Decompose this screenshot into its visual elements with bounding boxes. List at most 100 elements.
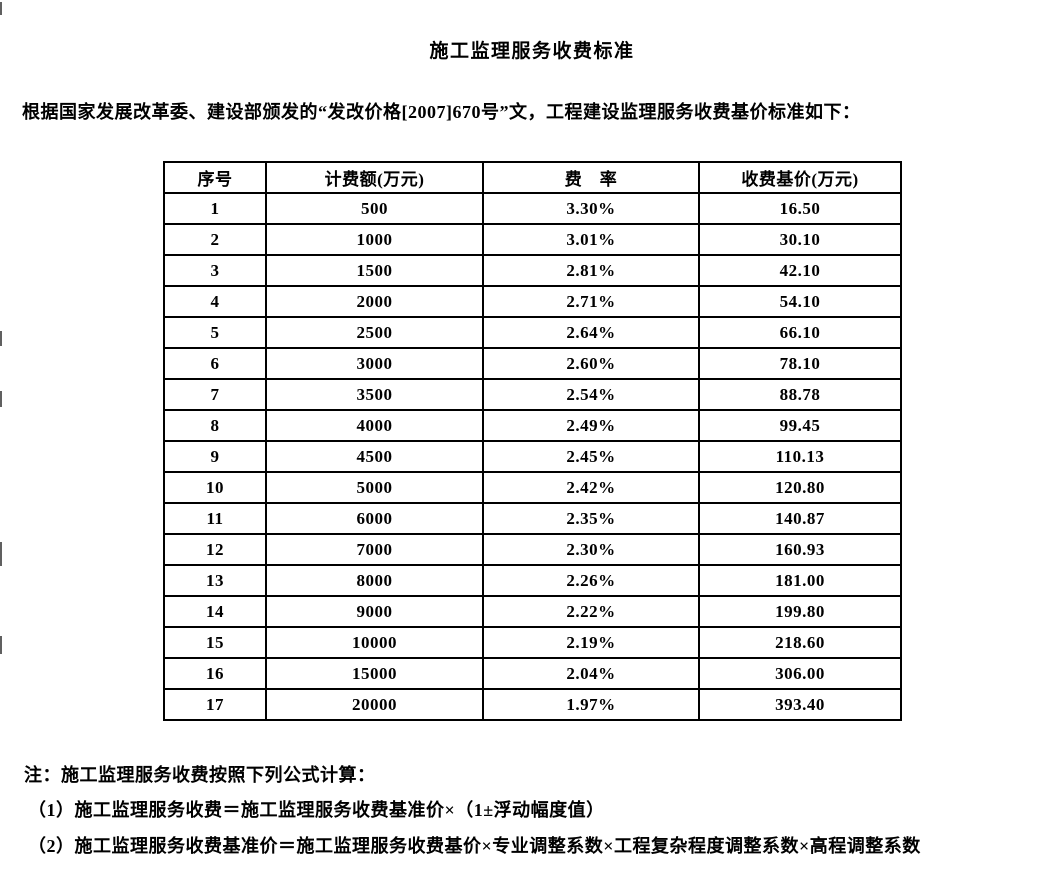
table-row: 7 3500 2.54% 88.78	[163, 378, 902, 411]
table-cell-col0: 15	[163, 626, 267, 659]
table-row: 16 15000 2.04% 306.00	[163, 657, 902, 690]
table-cell-col3: 120.80	[698, 471, 902, 504]
table-row: 5 2500 2.64% 66.10	[163, 316, 902, 349]
table-row: 12 7000 2.30% 160.93	[163, 533, 902, 566]
table-cell-col1: 9000	[265, 595, 484, 628]
table-cell-col1: 20000	[265, 688, 484, 721]
table-row: 11 6000 2.35% 140.87	[163, 502, 902, 535]
table-cell-col2: 2.64%	[482, 316, 700, 349]
table-cell-col0: 3	[163, 254, 267, 287]
table-row: 10 5000 2.42% 120.80	[163, 471, 902, 504]
table-row: 9 4500 2.45% 110.13	[163, 440, 902, 473]
table-cell-col1: 4000	[265, 409, 484, 442]
table-cell-col2: 2.30%	[482, 533, 700, 566]
table-cell-col3: 218.60	[698, 626, 902, 659]
column-header-index: 序号	[163, 161, 267, 194]
table-cell-col3: 199.80	[698, 595, 902, 628]
table-cell-col0: 2	[163, 223, 267, 256]
table-cell-col0: 17	[163, 688, 267, 721]
table-cell-col2: 2.19%	[482, 626, 700, 659]
table-cell-col0: 16	[163, 657, 267, 690]
table-cell-col0: 7	[163, 378, 267, 411]
table-cell-col3: 160.93	[698, 533, 902, 566]
table-cell-col0: 1	[163, 192, 267, 225]
table-cell-col2: 2.45%	[482, 440, 700, 473]
fee-standard-table: 序号 计费额(万元) 费 率 收费基价(万元) 1 500 3.30% 16.50 2 1…	[163, 161, 902, 721]
table-cell-col3: 54.10	[698, 285, 902, 318]
column-header-base-price: 收费基价(万元)	[698, 161, 902, 194]
table-cell-col1: 1500	[265, 254, 484, 287]
table-row: 2 1000 3.01% 30.10	[163, 223, 902, 256]
table-cell-col1: 10000	[265, 626, 484, 659]
table-cell-col2: 2.71%	[482, 285, 700, 318]
note-formula-2: （2）施工监理服务收费基准价＝施工监理服务收费基价×专业调整系数×工程复杂程度调…	[28, 836, 921, 856]
table-cell-col2: 1.97%	[482, 688, 700, 721]
table-cell-col1: 15000	[265, 657, 484, 690]
table-cell-col0: 8	[163, 409, 267, 442]
table-row: 6 3000 2.60% 78.10	[163, 347, 902, 380]
table-cell-col2: 3.01%	[482, 223, 700, 256]
table-cell-col0: 13	[163, 564, 267, 597]
table-row: 3 1500 2.81% 42.10	[163, 254, 902, 287]
table-cell-col2: 2.04%	[482, 657, 700, 690]
left-edge-artifact	[0, 636, 2, 654]
table-row: 4 2000 2.71% 54.10	[163, 285, 902, 318]
table-cell-col1: 500	[265, 192, 484, 225]
table-cell-col3: 66.10	[698, 316, 902, 349]
table-cell-col0: 6	[163, 347, 267, 380]
table-cell-col0: 9	[163, 440, 267, 473]
table-cell-col0: 4	[163, 285, 267, 318]
left-edge-artifact	[0, 2, 2, 15]
table-cell-col1: 1000	[265, 223, 484, 256]
table-cell-col2: 2.60%	[482, 347, 700, 380]
table-cell-col3: 78.10	[698, 347, 902, 380]
table-cell-col1: 6000	[265, 502, 484, 535]
table-row: 13 8000 2.26% 181.00	[163, 564, 902, 597]
table-cell-col3: 393.40	[698, 688, 902, 721]
table-cell-col2: 3.30%	[482, 192, 700, 225]
intro-paragraph: 根据国家发展改革委、建设部颁发的“发改价格[2007]670号”文，工程建设监理…	[22, 102, 861, 122]
table-cell-col1: 5000	[265, 471, 484, 504]
table-row: 14 9000 2.22% 199.80	[163, 595, 902, 628]
table-row: 17 20000 1.97% 393.40	[163, 688, 902, 721]
table-cell-col1: 3000	[265, 347, 484, 380]
table-row: 15 10000 2.19% 218.60	[163, 626, 902, 659]
table-cell-col2: 2.49%	[482, 409, 700, 442]
page-title: 施工监理服务收费标准	[429, 41, 635, 62]
table-cell-col3: 16.50	[698, 192, 902, 225]
table-cell-col1: 3500	[265, 378, 484, 411]
table-cell-col1: 8000	[265, 564, 484, 597]
table-cell-col0: 5	[163, 316, 267, 349]
table-cell-col3: 88.78	[698, 378, 902, 411]
table-cell-col3: 306.00	[698, 657, 902, 690]
table-cell-col3: 42.10	[698, 254, 902, 287]
left-edge-artifact	[0, 391, 2, 407]
table-cell-col3: 140.87	[698, 502, 902, 535]
table-cell-col0: 10	[163, 471, 267, 504]
table-cell-col3: 30.10	[698, 223, 902, 256]
table-row: 8 4000 2.49% 99.45	[163, 409, 902, 442]
column-header-fee-rate: 费 率	[482, 161, 700, 194]
table-header-row: 序号 计费额(万元) 费 率 收费基价(万元)	[163, 161, 902, 194]
left-edge-artifact	[0, 542, 2, 566]
table-cell-col2: 2.81%	[482, 254, 700, 287]
table-cell-col0: 12	[163, 533, 267, 566]
table-cell-col2: 2.26%	[482, 564, 700, 597]
note-formula-1: （1）施工监理服务收费＝施工监理服务收费基准价×（1±浮动幅度值）	[28, 800, 605, 820]
table-row: 1 500 3.30% 16.50	[163, 192, 902, 225]
table-cell-col2: 2.22%	[482, 595, 700, 628]
table-cell-col3: 181.00	[698, 564, 902, 597]
left-edge-artifact	[0, 331, 2, 346]
table-cell-col1: 7000	[265, 533, 484, 566]
table-cell-col2: 2.54%	[482, 378, 700, 411]
table-cell-col2: 2.35%	[482, 502, 700, 535]
table-cell-col3: 110.13	[698, 440, 902, 473]
fee-table-body: 1 500 3.30% 16.50 2 1000 3.01% 30.10 3 1500 2.81% 4…	[163, 192, 902, 721]
column-header-billing-amount: 计费额(万元)	[265, 161, 484, 194]
table-cell-col2: 2.42%	[482, 471, 700, 504]
note-heading: 注：施工监理服务收费按照下列公式计算：	[24, 765, 376, 785]
table-cell-col1: 2500	[265, 316, 484, 349]
table-cell-col0: 14	[163, 595, 267, 628]
table-cell-col1: 2000	[265, 285, 484, 318]
